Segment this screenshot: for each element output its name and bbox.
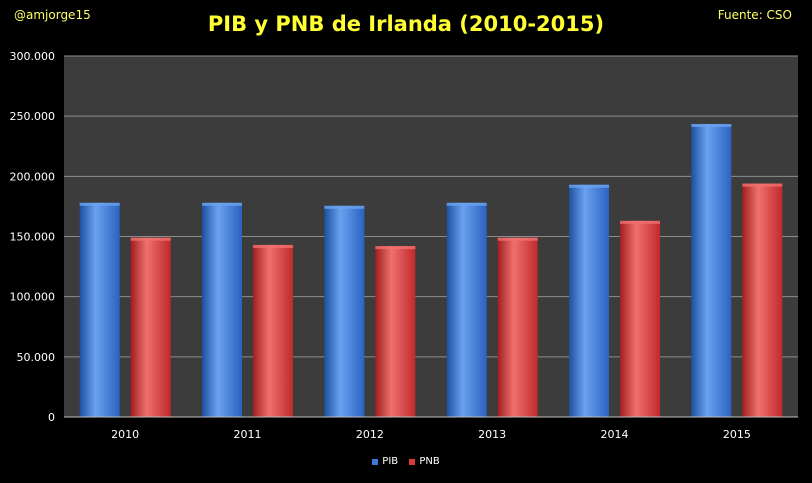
legend: PIB PNB: [0, 456, 812, 468]
bar-top-highlight: [253, 244, 293, 248]
bar-pib-2013: [446, 202, 487, 417]
y-tick-label: 300.000: [10, 50, 56, 63]
x-tick-label: 2015: [723, 428, 751, 441]
bar-pnb-2015: [742, 183, 783, 417]
bar-pnb-2013: [497, 237, 538, 417]
source-note: Fuente: CSO: [717, 8, 792, 22]
bar-pib-2011: [202, 202, 242, 417]
bar-top-highlight: [620, 220, 660, 224]
bar-top-highlight: [79, 202, 120, 206]
x-tick-label: 2014: [601, 428, 629, 441]
bar-top-highlight: [130, 237, 171, 241]
bar-pnb-2014: [620, 220, 660, 417]
legend-item-pnb: PNB: [409, 456, 440, 467]
bar-top-highlight: [202, 202, 242, 206]
y-tick-label: 200.000: [10, 170, 56, 183]
bar-pnb-2010: [130, 237, 171, 417]
y-tick-label: 100.000: [10, 291, 56, 304]
x-tick-label: 2013: [478, 428, 506, 441]
x-tick-label: 2010: [111, 428, 139, 441]
y-tick-label: 50.000: [17, 351, 56, 364]
bar-top-highlight: [375, 246, 416, 250]
bar-pib-2010: [79, 202, 120, 417]
bar-pib-2014: [569, 184, 609, 417]
bar-top-highlight: [324, 205, 365, 209]
y-tick-label: 250.000: [10, 110, 56, 123]
y-tick-label: 0: [48, 411, 55, 424]
chart-title: PIB y PNB de Irlanda (2010-2015): [207, 12, 605, 36]
x-tick-label: 2011: [234, 428, 262, 441]
x-tick-label: 2012: [356, 428, 384, 441]
author-handle: @amjorge15: [14, 8, 91, 22]
bar-pib-2015: [691, 123, 732, 417]
y-tick-label: 150.000: [10, 231, 56, 244]
bar-top-highlight: [569, 184, 609, 188]
y-axis: 0 50.000 100.000 150.000 200.000 250.000 300.0…: [10, 50, 56, 424]
legend-item-pib: PIB: [372, 456, 398, 467]
bar-top-highlight: [446, 202, 487, 206]
bar-pib-2012: [324, 205, 365, 417]
bar-top-highlight: [497, 237, 538, 241]
bars: [79, 123, 783, 417]
x-axis: 2010 2011 2012 2013 2014 2015: [64, 416, 798, 441]
legend-label-pib: PIB: [382, 456, 399, 467]
bar-top-highlight: [691, 123, 732, 127]
legend-swatch-pib: [372, 458, 379, 465]
bar-pnb-2011: [253, 244, 293, 417]
bar-top-highlight: [742, 183, 783, 187]
legend-label-pnb: PNB: [419, 456, 440, 467]
bar-pnb-2012: [375, 246, 416, 417]
legend-swatch-pnb: [409, 458, 416, 465]
